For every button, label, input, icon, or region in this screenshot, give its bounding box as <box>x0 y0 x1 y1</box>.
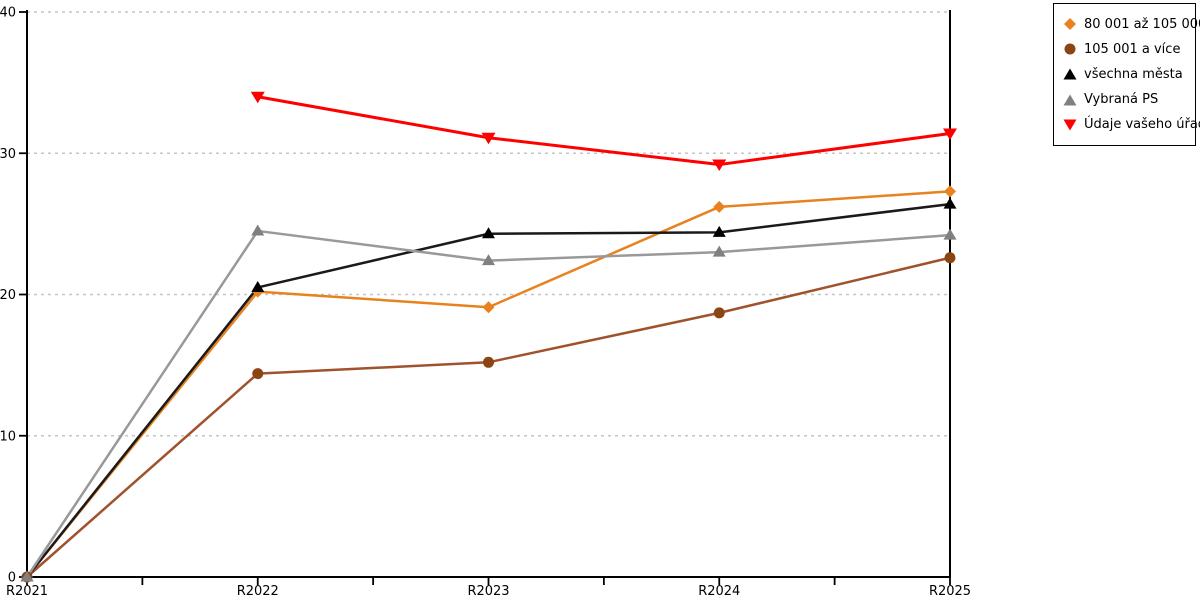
data-point-diamond <box>713 200 726 213</box>
circle-icon <box>1064 43 1076 55</box>
triangle-up-icon <box>1063 94 1077 106</box>
data-point-triangle-down <box>250 91 265 104</box>
x-tick-label: R2025 <box>929 584 971 599</box>
data-point-triangle-down <box>712 159 727 172</box>
legend: 80 001 až 105 000 105 001 a více všechna… <box>1053 3 1200 146</box>
data-point-circle <box>483 356 494 368</box>
data-point-triangle-down <box>481 132 496 145</box>
x-tick-label: R2022 <box>237 584 279 599</box>
legend-label: všechna města <box>1084 66 1183 82</box>
legend-item: 105 001 a více <box>1063 42 1191 56</box>
legend-label: Vybraná PS <box>1084 92 1159 108</box>
y-tick-label: 20 <box>0 288 16 303</box>
x-tick-label: R2024 <box>698 584 740 599</box>
data-point-circle <box>713 307 725 319</box>
data-point-triangle-up <box>251 224 265 236</box>
y-tick-label: 10 <box>0 429 16 444</box>
data-point-triangle-up <box>712 225 726 237</box>
legend-item: Údaje vašeho úřadu <box>1063 118 1200 132</box>
legend-label: 80 001 až 105 000 <box>1084 16 1200 32</box>
data-point-triangle-up <box>482 227 495 239</box>
y-tick-label: 0 <box>8 571 16 586</box>
x-tick-label: R2021 <box>6 584 48 599</box>
data-point-diamond <box>482 301 495 314</box>
data-point-triangle-up <box>943 197 957 209</box>
x-tick-label: R2023 <box>467 584 509 599</box>
data-point-triangle-up <box>943 228 957 240</box>
legend-label: 105 001 a více <box>1084 41 1181 57</box>
data-point-circle <box>944 252 956 264</box>
data-point-diamond <box>944 185 956 198</box>
data-point-triangle-up <box>482 254 495 266</box>
legend-label: Údaje vašeho úřadu <box>1084 117 1200 133</box>
data-point-triangle-up <box>20 570 34 582</box>
y-tick-label: 40 <box>0 6 16 21</box>
data-point-triangle-down <box>943 128 957 140</box>
triangle-down-icon <box>1063 119 1077 131</box>
data-point-triangle-up <box>712 245 726 257</box>
triangle-up-icon <box>1063 68 1077 80</box>
y-tick-label: 30 <box>0 147 16 162</box>
legend-item: 80 001 až 105 000 <box>1063 17 1200 31</box>
diamond-icon <box>1064 18 1076 31</box>
series-line <box>25 190 952 579</box>
data-point-circle <box>252 368 264 380</box>
series-line <box>256 95 952 167</box>
legend-item: všechna města <box>1063 67 1191 81</box>
data-point-triangle-up <box>251 280 265 292</box>
legend-item: Vybraná PS <box>1063 93 1191 107</box>
